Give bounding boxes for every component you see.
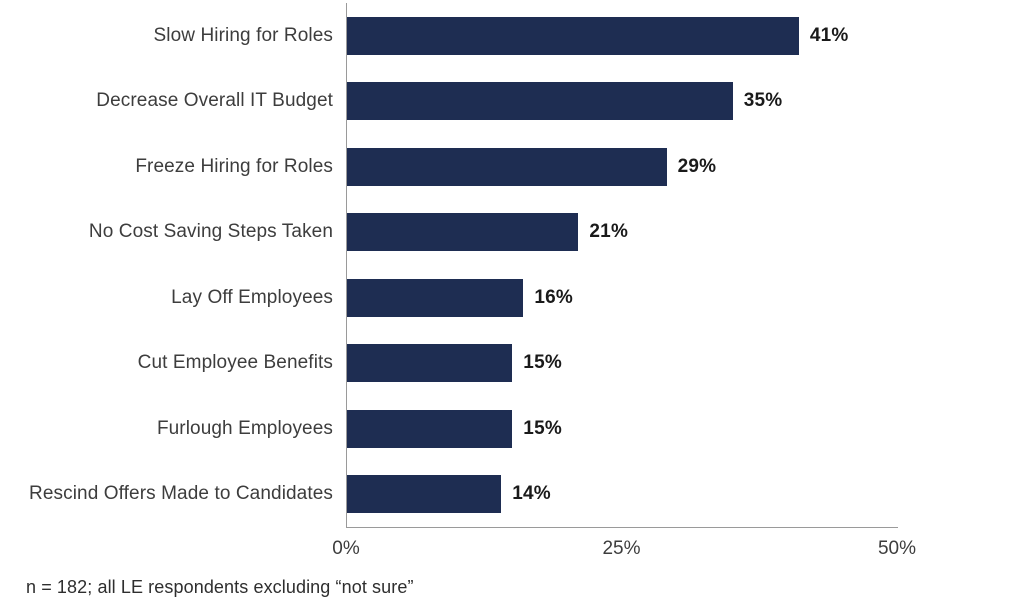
x-tick-label: 50% — [877, 538, 917, 559]
value-label: 29% — [677, 155, 717, 177]
category-label: Furlough Employees — [156, 417, 333, 439]
value-label: 41% — [809, 24, 849, 46]
bar-area: 15% — [347, 331, 1024, 397]
bar — [347, 409, 513, 448]
chart-row: Lay Off Employees 16% — [0, 265, 1024, 331]
bar-area: 35% — [347, 69, 1024, 135]
bar — [347, 344, 513, 383]
value-label: 21% — [589, 221, 629, 243]
chart-rows: Slow Hiring for Roles 41% Decrease Overall… — [0, 3, 1024, 527]
value-label: 14% — [512, 483, 551, 505]
chart-row: Cut Employee Benefits 15% — [0, 331, 1024, 397]
bar — [347, 278, 524, 317]
bar-area: 41% — [347, 3, 1024, 69]
bar-area: 14% — [347, 462, 1024, 528]
chart-row: Rescind Offers Made to Candidates 14% — [0, 462, 1024, 528]
x-axis: 0% 25% 50% — [0, 538, 1024, 566]
bar-area: 16% — [347, 265, 1024, 331]
bar — [347, 82, 733, 121]
chart-footnote: n = 182; all LE respondents excluding “n… — [26, 577, 414, 597]
value-label: 15% — [523, 352, 562, 374]
value-label: 15% — [523, 417, 562, 439]
bar — [347, 147, 667, 186]
x-tick-label: 25% — [602, 538, 641, 559]
bar-area: 15% — [347, 396, 1024, 462]
bar-area: 29% — [347, 134, 1024, 200]
category-label: Cut Employee Benefits — [137, 352, 333, 374]
x-tick-label: 0% — [332, 538, 360, 559]
value-label: 35% — [743, 90, 783, 112]
value-label: 16% — [534, 286, 573, 308]
bar — [347, 475, 502, 514]
bar-area: 21% — [347, 200, 1024, 266]
chart-row: Slow Hiring for Roles 41% — [0, 3, 1024, 69]
chart-row: Decrease Overall IT Budget 35% — [0, 69, 1024, 135]
category-label: Freeze Hiring for Roles — [135, 155, 333, 177]
category-label: Lay Off Employees — [171, 286, 333, 308]
chart-row: No Cost Saving Steps Taken 21% — [0, 200, 1024, 266]
bar — [347, 16, 799, 55]
category-label: No Cost Saving Steps Taken — [88, 221, 333, 243]
category-label: Decrease Overall IT Budget — [96, 90, 333, 112]
bar — [347, 213, 579, 252]
chart-row: Freeze Hiring for Roles 29% — [0, 134, 1024, 200]
chart-row: Furlough Employees 15% — [0, 396, 1024, 462]
category-label: Slow Hiring for Roles — [153, 24, 333, 46]
category-label: Rescind Offers Made to Candidates — [29, 483, 333, 505]
